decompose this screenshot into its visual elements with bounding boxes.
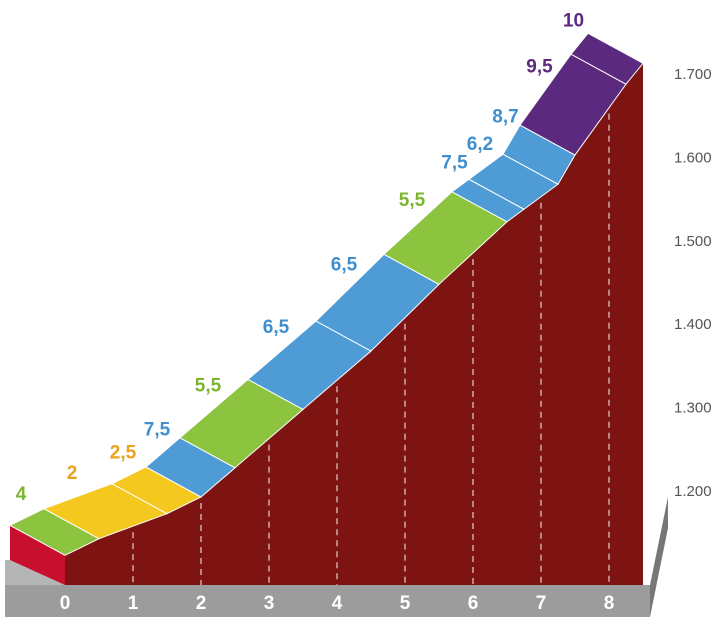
y-tick-label: 1.400 (674, 316, 712, 333)
gradient-label: 2 (67, 463, 78, 484)
gradient-label: 10 (563, 11, 584, 32)
x-tick-label: 4 (332, 593, 343, 614)
gradient-label: 6,2 (467, 134, 493, 155)
y-tick-label: 1.200 (674, 483, 712, 500)
gradient-label: 5,5 (399, 190, 426, 211)
gradient-label: 6,5 (331, 255, 358, 276)
gradient-label: 6,5 (263, 317, 290, 338)
gradient-label: 4 (16, 484, 27, 505)
gradient-label: 7,5 (441, 153, 468, 174)
gradient-label: 8,7 (492, 107, 518, 128)
x-tick-label: 5 (400, 593, 411, 614)
gradient-label: 2,5 (110, 442, 137, 463)
base-side (650, 497, 668, 617)
gradient-label: 5,5 (195, 376, 222, 397)
gradient-label: 9,5 (526, 57, 553, 78)
y-tick-label: 1.300 (674, 400, 712, 417)
x-tick-label: 0 (60, 593, 71, 614)
x-tick-label: 2 (196, 593, 207, 614)
profile-face (65, 63, 643, 586)
profile-end (10, 525, 65, 585)
gradient-label: 7,5 (144, 419, 171, 440)
y-tick-label: 1.700 (674, 66, 712, 83)
x-tick-label: 6 (468, 593, 479, 614)
y-tick-label: 1.600 (674, 149, 712, 166)
x-tick-label: 8 (604, 593, 615, 614)
x-tick-label: 3 (264, 593, 275, 614)
base-front (5, 585, 650, 617)
y-tick-label: 1.500 (674, 233, 712, 250)
x-tick-label: 7 (536, 593, 547, 614)
x-tick-label: 1 (128, 593, 139, 614)
gradient-band (570, 32, 644, 85)
